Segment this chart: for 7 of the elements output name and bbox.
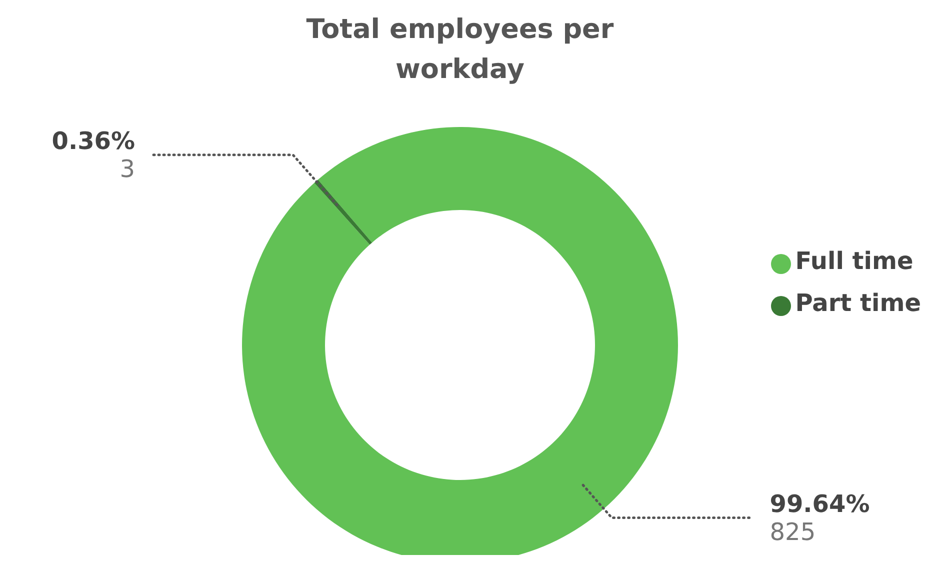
text: 3 (120, 154, 136, 183)
data-label: 99.64% (770, 490, 870, 518)
legend-label: Full time (795, 246, 914, 274)
data-label: 0.36% (52, 126, 136, 155)
text: 825 (770, 518, 816, 546)
legend-label: Part time (795, 288, 921, 316)
chart-title: Total employees per workday (305, 13, 615, 87)
